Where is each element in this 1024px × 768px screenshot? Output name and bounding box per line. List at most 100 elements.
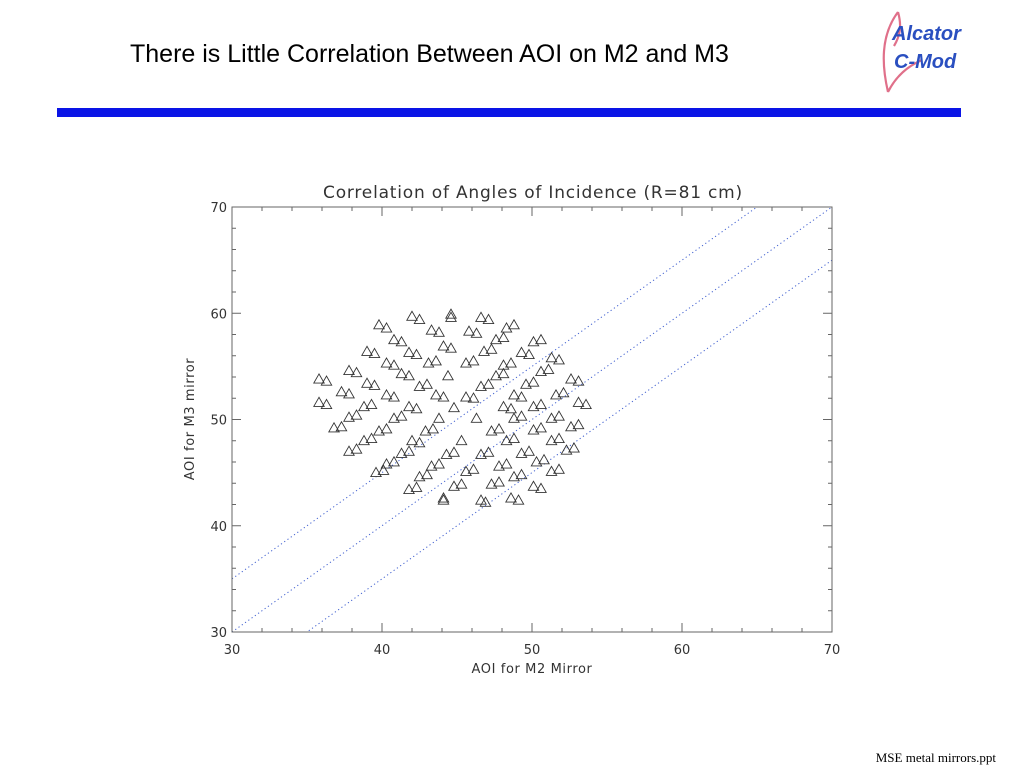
logo-text-line1: Alcator <box>891 23 962 45</box>
data-point <box>485 478 498 489</box>
alcator-cmod-logo: Alcator C-Mod <box>882 11 962 93</box>
data-point <box>475 448 487 459</box>
data-point <box>572 375 585 386</box>
data-point <box>430 354 442 366</box>
data-point <box>335 420 348 432</box>
data-point <box>467 463 480 474</box>
data-point <box>343 445 355 456</box>
data-point <box>580 398 592 409</box>
data-point <box>448 446 460 457</box>
data-point <box>490 333 502 345</box>
data-point <box>358 400 370 412</box>
data-point <box>413 313 426 324</box>
data-point <box>527 480 540 491</box>
y-tick-label: 40 <box>210 520 227 535</box>
data-point <box>427 422 439 434</box>
data-point <box>545 412 558 423</box>
data-point <box>460 357 472 368</box>
data-point <box>475 380 487 391</box>
data-point <box>493 460 505 471</box>
x-tick-label: 40 <box>374 643 391 658</box>
data-point <box>328 421 340 433</box>
data-point <box>455 434 468 446</box>
data-point <box>377 464 390 475</box>
x-tick-label: 50 <box>524 643 541 658</box>
data-point <box>460 391 472 402</box>
data-point <box>388 391 400 402</box>
data-point <box>565 373 577 384</box>
data-point <box>475 494 487 505</box>
reference-line-0 <box>231 206 758 580</box>
data-point <box>505 492 517 503</box>
data-point <box>523 445 535 456</box>
data-point <box>530 455 543 467</box>
footer-filename: MSE metal mirrors.ppt <box>875 750 996 765</box>
data-point <box>350 443 363 454</box>
data-point <box>373 318 385 330</box>
data-point <box>370 466 382 477</box>
data-point <box>497 331 510 343</box>
data-point <box>557 386 570 398</box>
data-point <box>482 313 495 324</box>
data-point <box>437 494 450 505</box>
data-point <box>490 369 502 381</box>
data-point <box>482 446 495 457</box>
data-point <box>535 333 547 345</box>
data-point <box>527 335 540 347</box>
data-point <box>527 424 540 435</box>
data-point <box>413 436 426 448</box>
data-point <box>442 369 454 381</box>
data-point <box>361 345 373 356</box>
data-point <box>455 478 468 489</box>
y-tick-label: 50 <box>210 414 227 429</box>
data-point <box>515 410 528 421</box>
data-point <box>545 465 558 476</box>
data-point <box>560 444 573 455</box>
data-point <box>535 421 547 433</box>
data-point <box>482 378 495 389</box>
data-point <box>388 333 400 345</box>
data-point <box>485 343 498 354</box>
data-point <box>475 311 487 322</box>
reference-lines <box>231 206 833 633</box>
data-point <box>568 442 580 453</box>
data-point <box>388 359 400 370</box>
data-point <box>413 470 426 482</box>
logo-text-line2: C-Mod <box>894 51 957 73</box>
data-point <box>493 476 505 487</box>
reference-line-1 <box>231 206 833 633</box>
data-point <box>320 398 333 409</box>
y-tick-label: 70 <box>210 201 227 216</box>
reference-line-2 <box>306 259 833 633</box>
data-point <box>365 398 378 409</box>
data-point <box>553 463 565 474</box>
data-point <box>565 420 577 432</box>
data-point <box>343 387 355 399</box>
data-point <box>395 335 408 347</box>
data-point <box>515 391 528 402</box>
data-point <box>478 345 490 356</box>
data-point <box>508 388 520 400</box>
data-point <box>535 398 547 409</box>
data-point <box>388 412 400 423</box>
data-point <box>440 448 453 459</box>
data-point <box>380 422 393 434</box>
data-point <box>545 351 558 363</box>
data-point <box>500 322 513 333</box>
data-point <box>445 308 457 319</box>
data-point <box>505 357 517 368</box>
data-point <box>406 434 418 446</box>
axes: 30 40 50 60 70 30 40 50 60 70 <box>210 201 840 658</box>
x-tick-label: 30 <box>224 643 241 658</box>
data-point <box>421 468 433 480</box>
data-point <box>403 346 415 357</box>
data-point <box>500 434 513 446</box>
data-point <box>380 458 393 469</box>
data-point <box>313 396 325 407</box>
x-tick-label: 60 <box>674 643 691 658</box>
data-point <box>413 380 426 391</box>
data-point <box>380 357 393 368</box>
data-point <box>515 346 528 357</box>
data-point <box>520 378 532 389</box>
data-point <box>512 494 525 505</box>
